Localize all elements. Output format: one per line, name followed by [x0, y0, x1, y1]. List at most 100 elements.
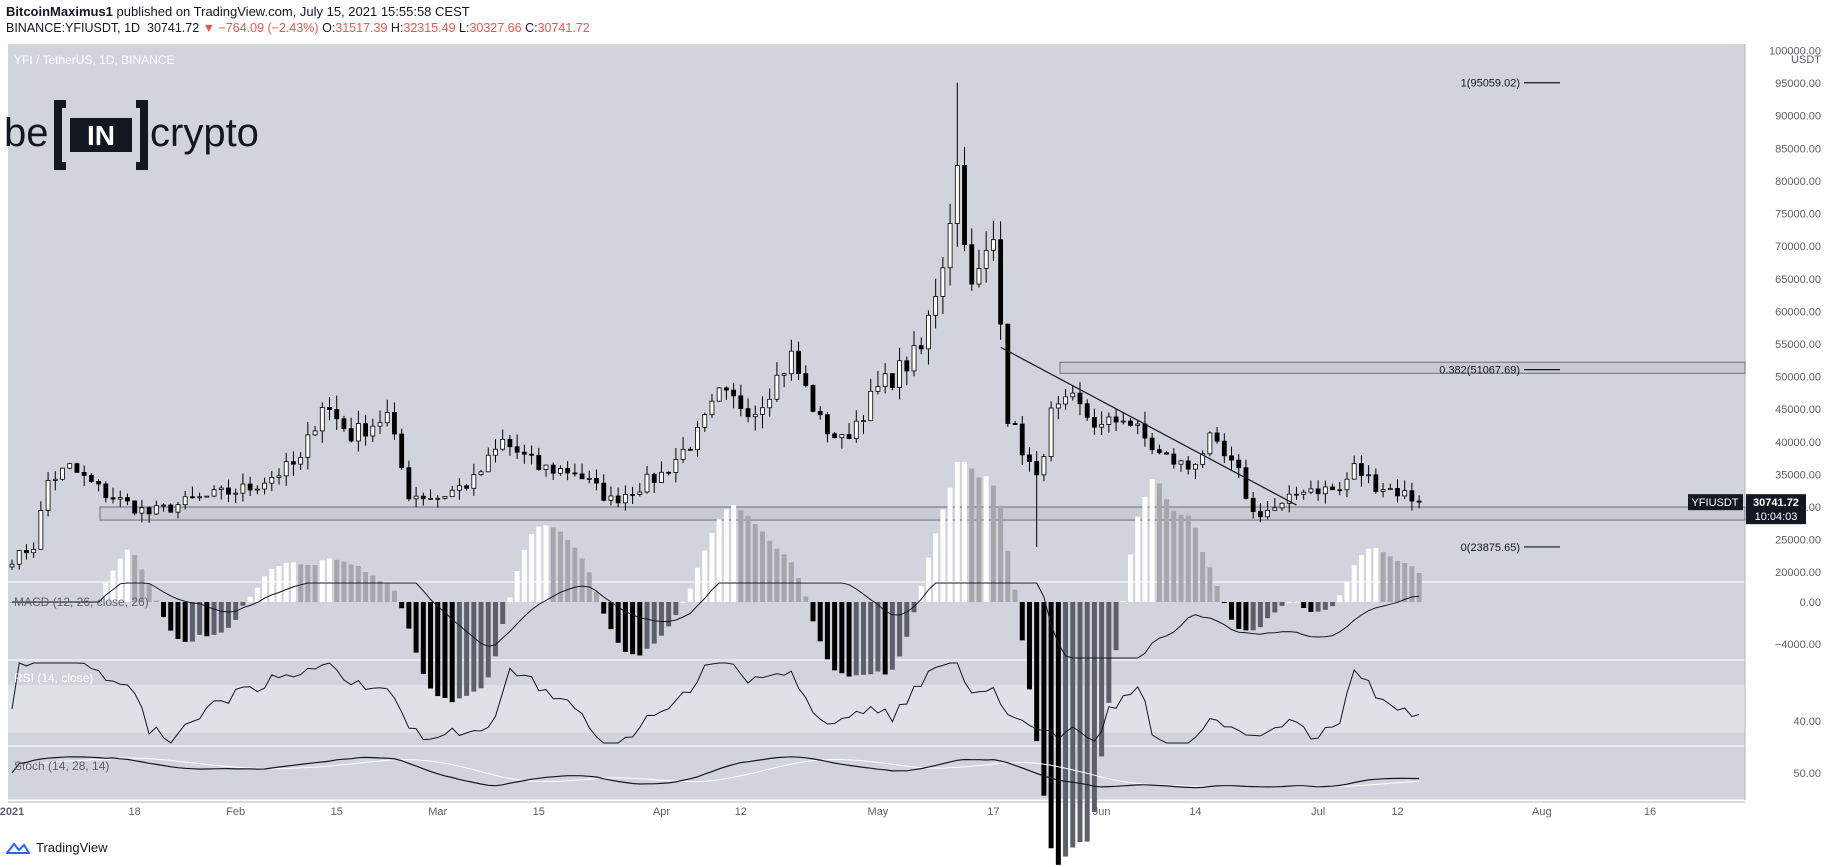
macd-histogram-bar: [1236, 602, 1242, 629]
macd-histogram-bar: [500, 602, 506, 625]
candle-body: [1395, 488, 1400, 497]
macd-histogram-bar: [1120, 601, 1126, 603]
candle-body: [67, 463, 73, 469]
macd-label: MACD (12, 26, close, 26): [14, 595, 149, 609]
macd-histogram-bar: [536, 526, 542, 602]
candle: [839, 434, 845, 449]
candle-body: [1308, 488, 1314, 493]
macd-histogram-bar: [803, 596, 809, 602]
macd-histogram-bar: [428, 602, 434, 689]
candle: [103, 481, 109, 503]
logo-text-crypto: crypto: [150, 111, 259, 155]
macd-histogram-bar: [752, 523, 758, 602]
candle-body: [1344, 478, 1350, 491]
macd-histogram-bar: [687, 588, 693, 602]
candle: [846, 422, 852, 440]
macd-histogram-bar: [471, 602, 477, 692]
macd-histogram-bar: [947, 487, 953, 602]
candle: [962, 146, 967, 252]
candle: [9, 559, 15, 570]
last-price-label: 30741.72: [1753, 497, 1799, 509]
macd-histogram-bar: [225, 602, 231, 628]
macd-histogram-bar: [514, 570, 520, 602]
candle: [392, 402, 397, 440]
stoch-k-line: [11, 756, 1420, 789]
time-tick-label: 15: [331, 806, 343, 818]
footer-brand[interactable]: TradingView: [36, 840, 108, 855]
candle-body: [1171, 453, 1177, 465]
candle: [190, 486, 195, 499]
price-tick-label: 95000.00: [1775, 78, 1821, 90]
candle: [1207, 431, 1213, 457]
candle: [413, 486, 419, 508]
macd-histogram-bar: [449, 602, 455, 703]
macd-histogram-bar: [1178, 514, 1184, 602]
candle-body: [644, 473, 650, 493]
author-name[interactable]: BitcoinMaximus1: [6, 4, 113, 19]
candle-body: [1229, 455, 1234, 461]
macd-histogram-bar: [363, 572, 369, 602]
candle-body: [947, 223, 953, 269]
candle-body: [38, 510, 44, 550]
candle: [204, 495, 210, 498]
candle-body: [745, 408, 751, 418]
macd-histogram-bar: [254, 587, 260, 602]
macd-histogram-bar: [117, 558, 123, 602]
candle: [825, 411, 830, 443]
candle-body: [1301, 491, 1307, 495]
macd-histogram-bar: [861, 602, 866, 675]
candle-body: [31, 548, 37, 554]
candle: [262, 477, 267, 495]
candle-body: [853, 420, 859, 440]
candle: [1077, 382, 1083, 416]
candle-body: [521, 451, 527, 455]
macd-histogram-bar: [1106, 602, 1112, 703]
candle-body: [1012, 423, 1018, 425]
currency-label: USDT: [1791, 54, 1821, 66]
candle-body: [572, 472, 578, 475]
candle: [399, 428, 405, 470]
candle-body: [276, 475, 282, 478]
candle: [954, 82, 960, 247]
candle: [1351, 455, 1357, 480]
candle: [767, 388, 773, 417]
macd-histogram-bar: [1394, 560, 1400, 602]
candle: [702, 412, 708, 432]
candle-body: [998, 239, 1004, 325]
last-price-tag: [1746, 494, 1806, 525]
price-tick-label: 60000.00: [1775, 306, 1821, 318]
macd-histogram-bar: [1207, 567, 1213, 602]
candle: [153, 500, 159, 516]
candle: [1012, 420, 1018, 425]
candle: [442, 496, 448, 500]
candle-body: [60, 467, 65, 480]
candle-body: [774, 374, 780, 400]
macd-histogram-bar: [168, 602, 174, 631]
candle: [666, 471, 672, 476]
candle-body: [1286, 493, 1292, 504]
candle-body: [377, 422, 383, 427]
candle-body: [74, 463, 80, 473]
candle: [370, 418, 376, 442]
candle: [1315, 480, 1321, 501]
time-tick-label: Jun: [1093, 806, 1111, 818]
candle: [327, 396, 332, 421]
candle-body: [796, 350, 801, 374]
candle-body: [1402, 490, 1408, 497]
candle-body: [594, 477, 599, 484]
candle-body: [110, 497, 116, 500]
logo-box: [70, 118, 132, 152]
macd-histogram-bar: [377, 581, 383, 602]
candle: [1257, 503, 1263, 523]
candle: [1106, 412, 1112, 433]
candle-body: [760, 407, 765, 415]
macd-histogram-bar: [283, 563, 289, 602]
macd-histogram-bar: [1113, 602, 1119, 651]
candle-body: [1265, 509, 1271, 518]
candle: [723, 386, 729, 400]
candle-body: [341, 418, 347, 430]
macd-histogram-bar: [197, 602, 203, 635]
candle-body: [233, 492, 239, 495]
candle: [1337, 481, 1343, 496]
